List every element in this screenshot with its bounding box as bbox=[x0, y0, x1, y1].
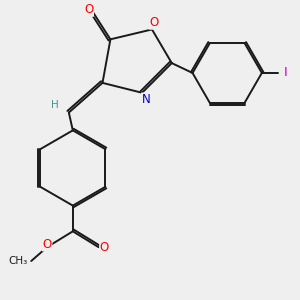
Text: O: O bbox=[84, 3, 93, 16]
Text: CH₃: CH₃ bbox=[8, 256, 27, 266]
Text: H: H bbox=[51, 100, 59, 110]
Text: O: O bbox=[149, 16, 159, 29]
Text: I: I bbox=[284, 67, 287, 80]
Text: N: N bbox=[142, 93, 150, 106]
Text: O: O bbox=[43, 238, 52, 251]
Text: O: O bbox=[100, 241, 109, 254]
